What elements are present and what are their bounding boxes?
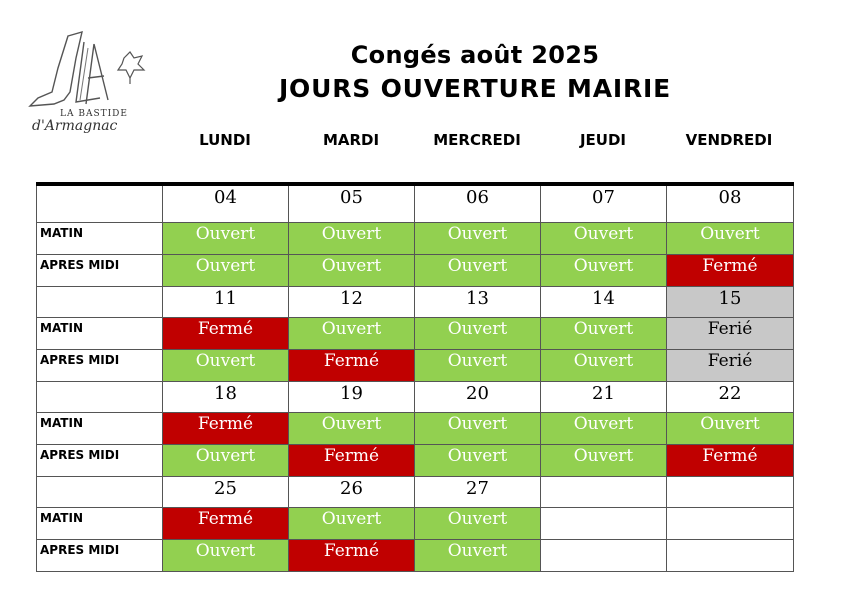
status-row: APRES MIDI Ouvert Ouvert Ouvert Ouvert Fermé (36, 254, 794, 287)
day-header: VENDREDI (685, 131, 773, 149)
status-cell (540, 507, 667, 540)
status-cell (540, 539, 667, 572)
status-cell: Fermé (288, 539, 415, 572)
row-label: APRES MIDI (36, 444, 163, 477)
status-cell: Ouvert (414, 349, 541, 382)
status-cell: Ouvert (540, 254, 667, 287)
status-cell: Ouvert (540, 412, 667, 445)
status-cell: Ferié (666, 349, 794, 382)
status-cell: Ouvert (666, 222, 794, 255)
status-cell: Fermé (666, 444, 794, 477)
status-row: APRES MIDI Ouvert Fermé Ouvert (36, 539, 794, 572)
date-cell: 11 (162, 286, 289, 318)
date-row: 18 19 20 21 22 (36, 381, 794, 413)
day-header: MARDI (322, 131, 380, 149)
day-headers: LUNDI MARDI MERCREDI JEUDI VENDREDI (162, 131, 792, 149)
status-cell: Ouvert (540, 222, 667, 255)
row-label: MATIN (36, 317, 163, 350)
status-cell: Ouvert (414, 222, 541, 255)
row-label: APRES MIDI (36, 254, 163, 287)
status-row: MATIN Ouvert Ouvert Ouvert Ouvert Ouvert (36, 222, 794, 255)
status-cell: Ouvert (666, 412, 794, 445)
status-cell: Ouvert (162, 444, 289, 477)
status-cell: Ouvert (540, 317, 667, 350)
date-cell: 21 (540, 381, 667, 413)
status-cell: Fermé (162, 317, 289, 350)
date-cell: 04 (162, 183, 289, 223)
status-row: MATIN Fermé Ouvert Ouvert Ouvert Ferié (36, 317, 794, 350)
status-cell: Ouvert (288, 507, 415, 540)
date-cell: 12 (288, 286, 415, 318)
status-cell: Fermé (288, 444, 415, 477)
status-cell: Fermé (666, 254, 794, 287)
status-cell: Ouvert (414, 317, 541, 350)
status-cell: Ouvert (162, 222, 289, 255)
date-cell: 06 (414, 183, 541, 223)
status-cell: Fermé (288, 349, 415, 382)
row-label: MATIN (36, 412, 163, 445)
status-cell: Ouvert (414, 254, 541, 287)
status-cell: Fermé (162, 507, 289, 540)
date-cell: 26 (288, 476, 415, 508)
title-line2: JOURS OUVERTURE MAIRIE (278, 74, 672, 103)
status-cell: Ouvert (414, 539, 541, 572)
status-row: MATIN Fermé Ouvert Ouvert Ouvert Ouvert (36, 412, 794, 445)
title-block: Congés août 2025 JOURS OUVERTURE MAIRIE (230, 40, 720, 105)
status-cell: Ouvert (288, 317, 415, 350)
row-label-empty (36, 286, 163, 318)
date-cell: 15 (666, 286, 794, 318)
logo: LA BASTIDE d'Armagnac (24, 28, 148, 138)
status-cell: Ouvert (288, 222, 415, 255)
date-cell: 25 (162, 476, 289, 508)
day-header: JEUDI (579, 131, 627, 149)
row-label-empty (36, 381, 163, 413)
status-cell: Fermé (162, 412, 289, 445)
date-row: 04 05 06 07 08 (36, 183, 794, 223)
date-cell: 13 (414, 286, 541, 318)
status-cell: Ouvert (540, 444, 667, 477)
status-cell (666, 507, 794, 540)
status-cell: Ouvert (414, 507, 541, 540)
day-header: LUNDI (199, 131, 251, 149)
row-label: MATIN (36, 222, 163, 255)
status-cell: Ouvert (414, 412, 541, 445)
date-cell: 07 (540, 183, 667, 223)
status-cell: Ouvert (414, 444, 541, 477)
row-label-empty (36, 183, 163, 223)
date-cell (540, 476, 667, 508)
status-cell: Ferié (666, 317, 794, 350)
date-cell: 27 (414, 476, 541, 508)
date-cell: 05 (288, 183, 415, 223)
status-cell: Ouvert (162, 254, 289, 287)
date-cell (666, 476, 794, 508)
status-row: APRES MIDI Ouvert Fermé Ouvert Ouvert Fermé (36, 444, 794, 477)
status-row: MATIN Fermé Ouvert Ouvert (36, 507, 794, 540)
date-cell: 20 (414, 381, 541, 413)
logo-line2: d'Armagnac (32, 118, 118, 134)
row-label: APRES MIDI (36, 349, 163, 382)
row-label-empty (36, 476, 163, 508)
date-row: 25 26 27 (36, 476, 794, 508)
date-cell: 14 (540, 286, 667, 318)
status-row: APRES MIDI Ouvert Fermé Ouvert Ouvert Ferié (36, 349, 794, 382)
status-cell: Ouvert (162, 539, 289, 572)
row-label: MATIN (36, 507, 163, 540)
date-cell: 08 (666, 183, 794, 223)
row-label: APRES MIDI (36, 539, 163, 572)
status-cell: Ouvert (288, 412, 415, 445)
date-cell: 22 (666, 381, 794, 413)
status-cell (666, 539, 794, 572)
status-cell: Ouvert (162, 349, 289, 382)
logo-mark-icon: LA BASTIDE d'Armagnac (28, 31, 146, 134)
date-cell: 19 (288, 381, 415, 413)
day-header: MERCREDI (433, 131, 521, 149)
title-line1: Congés août 2025 (350, 41, 600, 69)
logo-line1: LA BASTIDE (60, 109, 128, 119)
date-cell: 18 (162, 381, 289, 413)
status-cell: Ouvert (540, 349, 667, 382)
schedule-table: 04 05 06 07 08 MATIN Ouvert Ouvert Ouvert Ouvert O… (36, 182, 794, 572)
date-row: 11 12 13 14 15 (36, 286, 794, 318)
status-cell: Ouvert (288, 254, 415, 287)
